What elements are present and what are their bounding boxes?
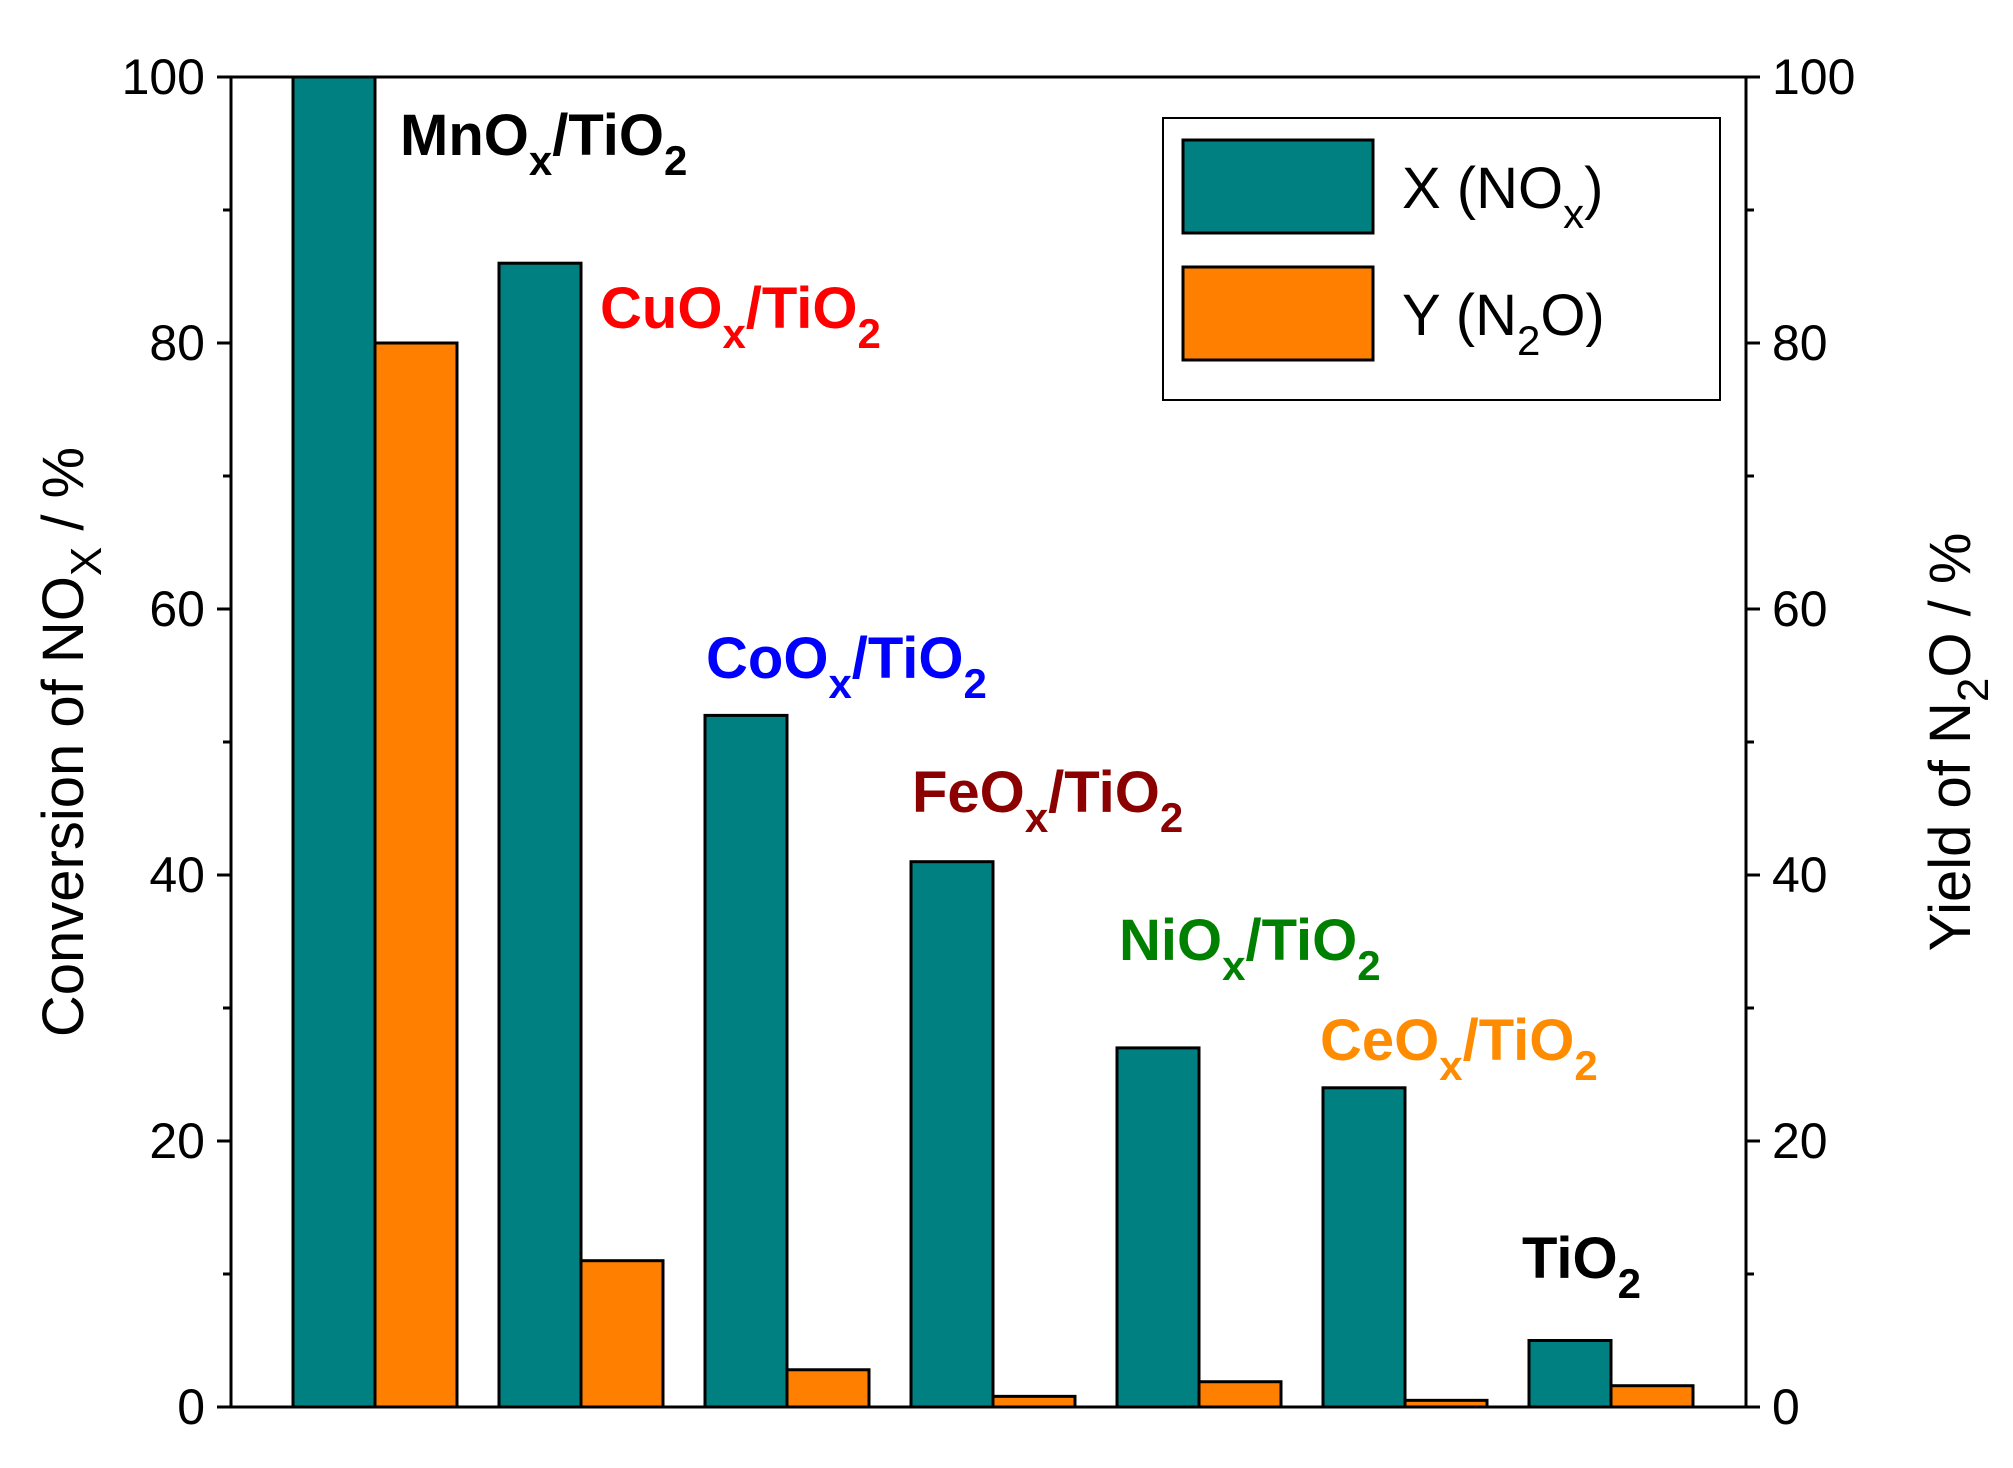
label-main: CeO <box>1320 1008 1439 1073</box>
legend-label-1: X (NOx) <box>1402 156 1603 237</box>
label-main: TiO <box>1522 1226 1618 1291</box>
label-mid: /TiO <box>1463 1008 1575 1073</box>
legend-sub: x <box>1563 190 1584 237</box>
bar-x-nox-3 <box>703 713 789 1409</box>
legend-post: ) <box>1584 156 1603 221</box>
bar-y-n2o-5 <box>1197 1380 1283 1409</box>
label-sub-x: x <box>1025 794 1049 841</box>
label-sub-2: 2 <box>1160 794 1183 841</box>
ylabel-right-tail: O / % <box>1918 533 1983 678</box>
ylabel-right-sub: 2 <box>1949 678 1998 702</box>
right-tick-label: 20 <box>1772 1113 1828 1169</box>
right-tick-label: 60 <box>1772 581 1828 637</box>
label-sub-2: 2 <box>1574 1042 1597 1089</box>
category-label-5: NiOx/TiO2 <box>1119 908 1381 989</box>
bar-x-nox-1 <box>291 75 377 1409</box>
right-tick-label: 80 <box>1772 315 1828 371</box>
label-mid: /TiO <box>852 626 964 691</box>
bar-x-nox-5 <box>1115 1046 1201 1409</box>
right-tick-label: 40 <box>1772 847 1828 903</box>
y-axis-right-title: Yield of N2O / % <box>1918 533 1998 952</box>
label-sub-x: x <box>722 310 746 357</box>
label-sub-x: x <box>529 137 553 184</box>
legend-post: O) <box>1540 283 1604 348</box>
bars-group <box>291 75 1695 1409</box>
category-label-7: TiO2 <box>1522 1226 1641 1307</box>
ylabel-left-main: Conversion of NO <box>31 576 96 1037</box>
bar-y-n2o-2 <box>579 1259 665 1409</box>
legend-sub: 2 <box>1517 317 1540 364</box>
plot-frame <box>229 75 1748 1409</box>
left-tick-label: 100 <box>122 49 205 105</box>
category-label-4: FeOx/TiO2 <box>912 760 1183 841</box>
bar-y-n2o-7 <box>1609 1384 1695 1409</box>
label-sub-x: x <box>1439 1042 1463 1089</box>
right-tick-label: 0 <box>1772 1379 1800 1435</box>
label-mid: /TiO <box>552 103 664 168</box>
bar-y-n2o-4 <box>991 1394 1077 1409</box>
ticks-group: 0 0 20 20 40 40 60 60 80 80 100 100 <box>122 49 1856 1435</box>
bar-x-nox-6 <box>1321 1086 1407 1409</box>
legend: X (NOx) Y (N2O) <box>1162 117 1721 401</box>
bar-y-n2o-3 <box>785 1368 871 1409</box>
left-tick-label: 60 <box>149 581 205 637</box>
label-sub-2: 2 <box>664 137 687 184</box>
ylabel-right-main: Yield of N <box>1918 702 1983 951</box>
label-sub-2: 2 <box>1618 1260 1641 1307</box>
label-mid: /TiO <box>746 276 858 341</box>
bar-y-n2o-1 <box>373 341 459 1409</box>
label-mid: /TiO <box>1245 908 1357 973</box>
y-axis-left-title: Conversion of NOX / % <box>31 447 111 1037</box>
label-sub-2: 2 <box>964 660 987 707</box>
legend-swatch-1 <box>1181 138 1375 235</box>
legend-pre: X (NO <box>1402 156 1563 221</box>
legend-swatch-2 <box>1181 265 1375 362</box>
category-label-2: CuOx/TiO2 <box>600 276 881 357</box>
label-main: MnO <box>400 103 529 168</box>
label-sub-2: 2 <box>858 310 881 357</box>
label-mid: /TiO <box>1048 760 1160 825</box>
legend-pre: Y (N <box>1402 283 1517 348</box>
left-tick-label: 80 <box>149 315 205 371</box>
ylabel-left-tail: / % <box>31 447 96 547</box>
label-main: NiO <box>1119 908 1222 973</box>
category-label-3: CoOx/TiO2 <box>706 626 987 707</box>
label-sub-x: x <box>828 660 852 707</box>
ylabel-left-sub: X <box>62 547 111 576</box>
bar-x-nox-7 <box>1527 1339 1613 1409</box>
bar-x-nox-4 <box>909 860 995 1409</box>
left-tick-label: 20 <box>149 1113 205 1169</box>
right-tick-label: 100 <box>1772 49 1855 105</box>
left-tick-label: 0 <box>177 1379 205 1435</box>
legend-label-2: Y (N2O) <box>1402 283 1605 364</box>
label-sub-2: 2 <box>1357 942 1380 989</box>
bar-x-nox-2 <box>497 261 583 1409</box>
category-label-6: CeOx/TiO2 <box>1320 1008 1598 1089</box>
category-labels: MnOx/TiO2CuOx/TiO2CoOx/TiO2FeOx/TiO2NiOx… <box>400 103 1641 1307</box>
label-main: FeO <box>912 760 1025 825</box>
label-sub-x: x <box>1222 942 1246 989</box>
left-tick-label: 40 <box>149 847 205 903</box>
label-main: CoO <box>706 626 828 691</box>
label-main: CuO <box>600 276 722 341</box>
category-label-1: MnOx/TiO2 <box>400 103 687 184</box>
